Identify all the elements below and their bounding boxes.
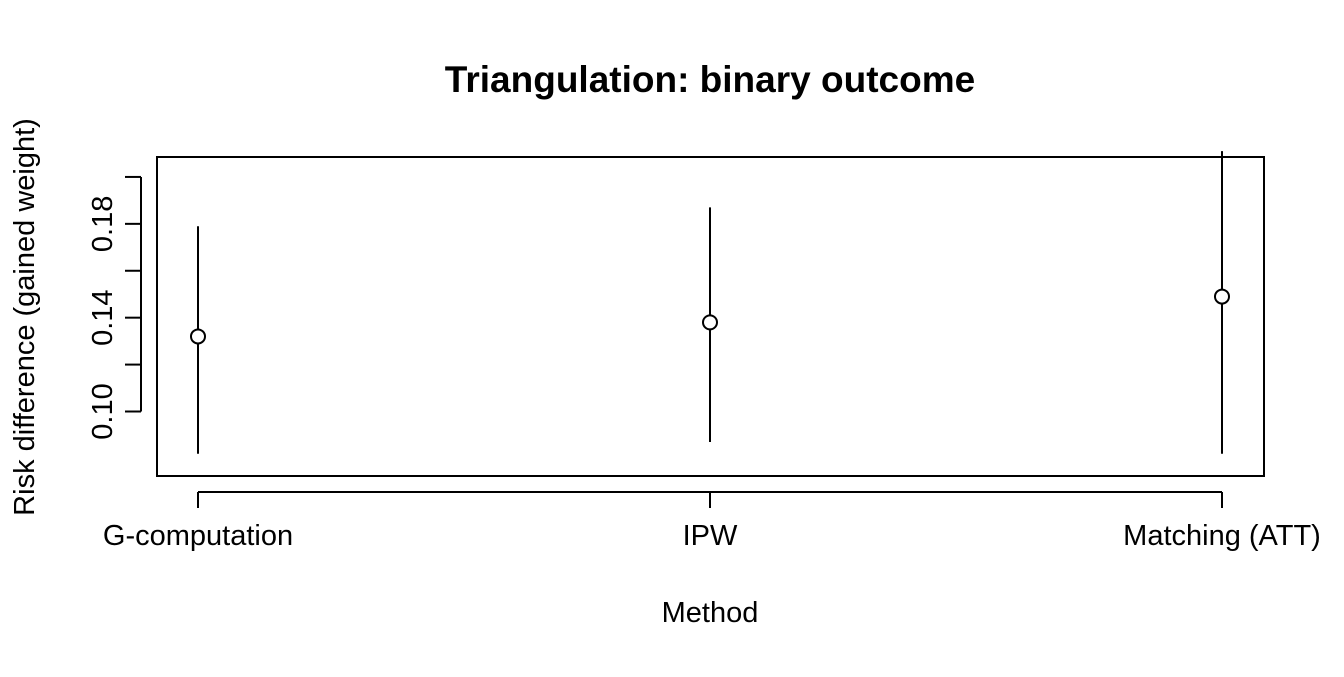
points [190, 288, 1230, 345]
y-tick-label: 0.18 [87, 196, 119, 252]
plot-frame [156, 156, 1265, 477]
y-tick-label: 0.14 [87, 289, 119, 345]
y-axis: 0.10 0.14 0.18 [87, 175, 142, 440]
x-tick-label: Matching (ATT) [1123, 520, 1321, 552]
error-bars [197, 151, 1223, 454]
point-estimate [1214, 288, 1230, 305]
x-axis: G-computation IPW Matching (ATT) [103, 491, 1321, 552]
point-estimate [702, 314, 718, 331]
y-axis-title: Risk difference (gained weight) [9, 118, 41, 516]
point-estimate [190, 328, 206, 345]
x-tick-label: G-computation [103, 520, 293, 552]
x-axis-title: Method [662, 597, 759, 629]
y-tick-label: 0.10 [87, 383, 119, 439]
chart-title: Triangulation: binary outcome [445, 59, 975, 100]
x-tick-label: IPW [683, 520, 738, 552]
